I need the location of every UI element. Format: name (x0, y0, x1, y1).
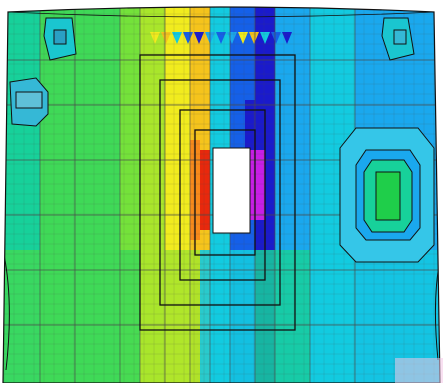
top-triangle (150, 32, 160, 44)
hot-deepblue (245, 100, 270, 150)
corner-watermark (395, 358, 443, 383)
outline-core (194, 129, 256, 256)
top-right-core (393, 29, 407, 45)
right-reinforcement (339, 127, 435, 263)
top-right-fitting (381, 17, 415, 61)
top-triangle (183, 32, 193, 44)
top-triangle (172, 32, 182, 44)
hot-magenta (250, 150, 265, 220)
central-opening (212, 147, 251, 234)
low-left (3, 250, 140, 383)
top-left-fitting (43, 17, 77, 61)
top-triangle-row (150, 32, 303, 44)
top-triangle (216, 32, 226, 44)
top-triangle (293, 32, 303, 44)
top-triangle (249, 32, 259, 44)
reinforcement-outlines (139, 54, 296, 331)
top-triangle (194, 32, 204, 44)
outline-mid (159, 79, 281, 306)
top-triangle (227, 32, 237, 44)
top-triangle (161, 32, 171, 44)
shell-top-rim (7, 11, 435, 18)
top-triangle (271, 32, 281, 44)
outline-outer (139, 54, 296, 331)
top-triangle (238, 32, 248, 44)
shell-outline (2, 6, 441, 383)
low-cyan (200, 250, 255, 383)
left-fitting (9, 77, 49, 127)
low-green-cyan (255, 250, 310, 383)
outline-inner (179, 109, 266, 281)
top-left-core (53, 29, 67, 45)
left-fitting-core (15, 91, 43, 109)
top-triangle (282, 32, 292, 44)
top-triangle (260, 32, 270, 44)
right-fitting-core (375, 171, 401, 221)
